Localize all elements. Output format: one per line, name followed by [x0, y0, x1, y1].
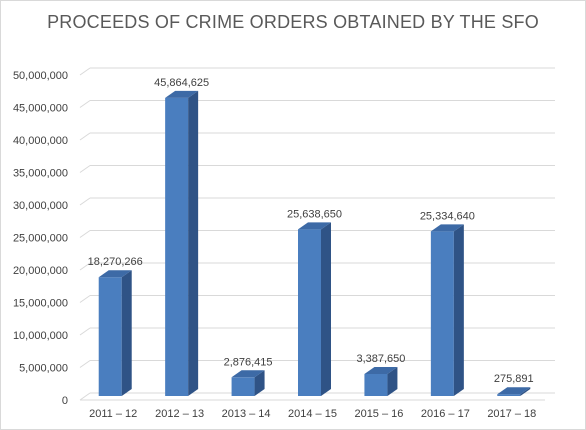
- bar-side: [321, 222, 331, 396]
- data-label: 18,270,266: [88, 256, 143, 268]
- gridline-depth: [79, 197, 91, 206]
- data-label: 3,387,650: [356, 353, 405, 365]
- gridline-depth: [79, 230, 91, 238]
- bar-top: [98, 270, 132, 278]
- x-tick-label: 2017 – 18: [487, 408, 536, 420]
- y-tick-label: 25,000,000: [13, 233, 68, 245]
- y-tick-label: 40,000,000: [13, 135, 68, 147]
- data-label: 45,864,625: [154, 77, 209, 89]
- y-tick-label: 35,000,000: [13, 168, 68, 180]
- gridline-depth: [79, 67, 91, 76]
- x-tick-label: 2015 – 16: [354, 408, 403, 420]
- bar-side: [520, 387, 531, 396]
- bar-top: [497, 387, 531, 395]
- bar: [98, 277, 122, 396]
- bar-top: [430, 224, 464, 232]
- gridline-depth: [79, 360, 91, 368]
- x-tick-label: 2012 – 13: [155, 408, 204, 420]
- chart-title: PROCEEDS OF CRIME ORDERS OBTAINED BY THE…: [47, 12, 539, 32]
- y-tick-label: 5,000,000: [19, 363, 68, 375]
- bar: [231, 377, 255, 396]
- bar: [364, 373, 388, 396]
- data-label: 25,638,650: [287, 208, 342, 220]
- bar-side: [453, 224, 464, 396]
- bar-side: [387, 366, 398, 396]
- bar-top: [364, 366, 398, 374]
- y-tick-label: 20,000,000: [13, 265, 68, 277]
- y-tick-label: 30,000,000: [13, 200, 68, 212]
- gridline-depth: [79, 132, 91, 141]
- data-label: 275,891: [494, 373, 534, 385]
- bar-side: [188, 90, 199, 396]
- x-tick-label: 2014 – 15: [288, 408, 337, 420]
- gridline-depth: [79, 100, 91, 108]
- y-tick-label: 0: [62, 395, 68, 407]
- gridline-depth: [79, 165, 91, 173]
- data-label: 25,334,640: [420, 210, 475, 222]
- gridline-depth: [79, 392, 91, 401]
- gridline-depth: [79, 295, 91, 303]
- bar: [497, 394, 521, 396]
- x-tick-label: 2016 – 17: [421, 408, 470, 420]
- bar: [430, 231, 454, 396]
- y-tick-label: 15,000,000: [13, 298, 68, 310]
- gridline-depth: [79, 327, 91, 336]
- bar: [165, 97, 189, 396]
- x-tick-label: 2011 – 12: [89, 408, 137, 420]
- bar-side: [121, 270, 132, 396]
- gridline-depth: [79, 262, 91, 271]
- data-label: 2,876,415: [224, 356, 273, 368]
- bar-side: [254, 370, 265, 396]
- y-tick-label: 10,000,000: [13, 330, 68, 342]
- y-tick-label: 50,000,000: [13, 70, 68, 82]
- bar: [298, 229, 321, 396]
- x-tick-label: 2013 – 14: [222, 408, 271, 420]
- bar-top: [231, 370, 265, 378]
- bar-top: [298, 222, 331, 230]
- bar-top: [165, 90, 199, 98]
- y-tick-label: 45,000,000: [13, 103, 68, 115]
